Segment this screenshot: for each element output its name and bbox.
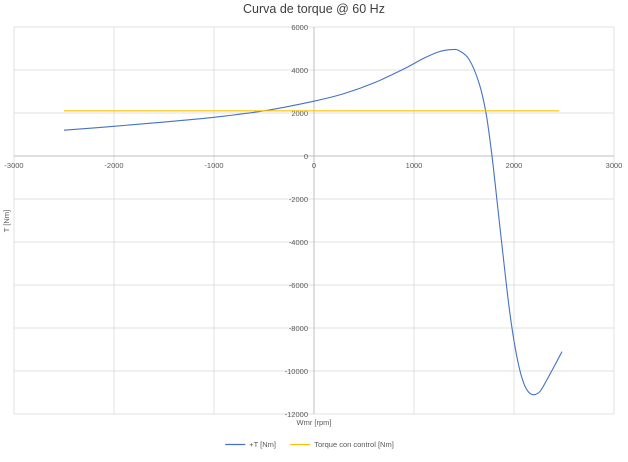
tick-labels: 6000400020000-2000-4000-6000-8000-10000-… [4,23,622,419]
x-tick-label: 1000 [406,161,423,170]
axes [14,27,614,414]
y-tick-label: -4000 [289,238,308,247]
x-tick-label: 2000 [506,161,523,170]
series-lines [63,48,563,396]
y-tick-label: -10000 [285,367,308,376]
x-tick-label: -2000 [104,161,123,170]
y-tick-label: 6000 [291,23,308,32]
y-tick-label: 0 [304,152,308,161]
y-tick-label: -8000 [289,324,308,333]
x-tick-label: 3000 [606,161,623,170]
x-tick-label: -3000 [4,161,23,170]
legend-label-1: +T [Nm] [249,440,276,449]
y-tick-label: 2000 [291,109,308,118]
y-axis-title: T [Nm] [2,210,11,232]
legend-label-2: Torque con control [Nm] [314,440,394,449]
legend: +T [Nm] Torque con control [Nm] [225,440,394,449]
y-tick-label: -12000 [285,410,308,419]
chart-title: Curva de torque @ 60 Hz [243,2,385,16]
x-tick-label: -1000 [204,161,223,170]
x-axis-title: Wmr [rpm] [297,418,332,427]
x-tick-label: 0 [312,161,316,170]
y-tick-label: -2000 [289,195,308,204]
y-tick-label: -6000 [289,281,308,290]
y-tick-label: 4000 [291,66,308,75]
series-line-1 [63,48,563,396]
